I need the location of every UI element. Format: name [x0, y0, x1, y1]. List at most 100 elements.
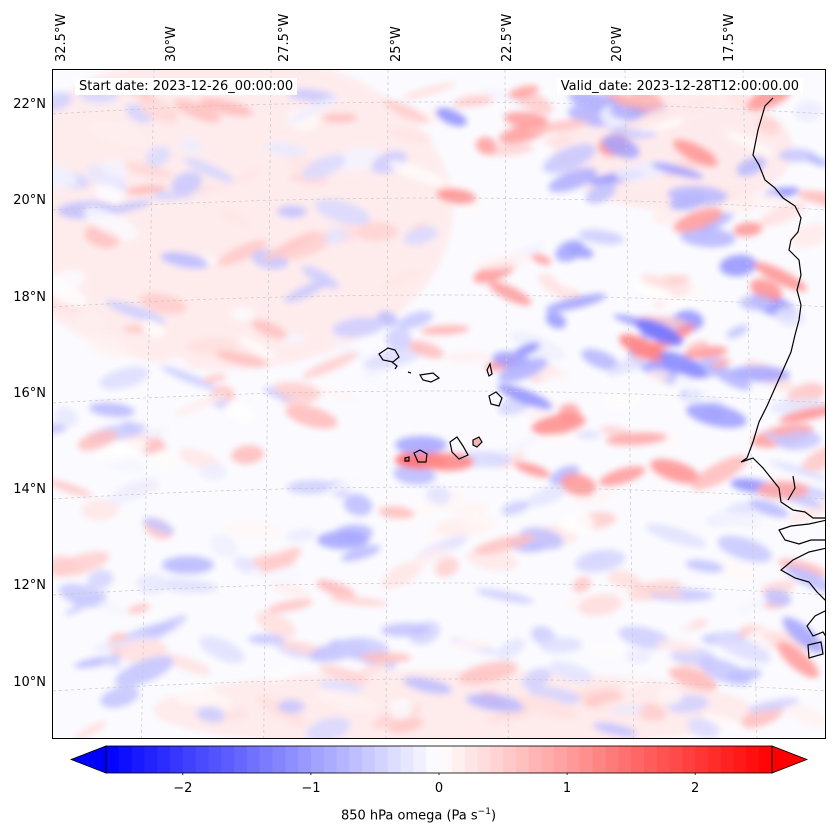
field-blob: [514, 461, 551, 478]
colorbar-cell: [272, 746, 286, 773]
meridian-line: [263, 70, 272, 738]
colorbar-tickmarks: [182, 773, 696, 775]
field-blob: [687, 717, 720, 738]
field-blob: [673, 207, 723, 233]
field-blob: [388, 717, 424, 734]
colorbar-cell: [234, 746, 248, 773]
field-blob: [464, 514, 498, 535]
cape-verde-island: [407, 371, 412, 374]
colorbar-cell: [400, 746, 414, 773]
field-blob: [602, 135, 640, 159]
field-blob: [343, 493, 373, 516]
field-blob: [251, 319, 288, 340]
field-blob: [363, 346, 423, 370]
lon-label-20w: 20°W: [610, 26, 625, 62]
field-blob: [302, 154, 346, 180]
field-blob: [784, 565, 825, 593]
field-blob: [161, 653, 212, 675]
colorbar-cell: [246, 746, 261, 773]
field-blob: [420, 325, 470, 335]
field-blob: [806, 155, 825, 167]
field-blob: [53, 165, 78, 188]
colorbar-cell: [695, 746, 709, 773]
field-blob: [316, 579, 356, 599]
field-blob: [686, 340, 709, 352]
field-blob: [756, 116, 781, 135]
field-blob: [285, 95, 340, 125]
colorbar-cell: [426, 746, 440, 773]
omega-contour-field: [53, 70, 825, 738]
field-blob: [517, 694, 579, 720]
field-blob: [475, 588, 534, 604]
colorbar-label: 850 hPa omega (Pa s−1): [340, 807, 497, 824]
colorbar-cell: [323, 746, 338, 773]
field-blob: [385, 327, 412, 350]
field-blob: [53, 91, 73, 111]
colorbar-cell: [579, 746, 594, 773]
field-blob: [685, 559, 724, 573]
field-blob: [142, 357, 188, 387]
field-blob: [474, 253, 534, 270]
colorbar-cell: [631, 746, 645, 773]
field-blob: [779, 405, 825, 423]
field-blob: [285, 404, 338, 429]
field-blob: [217, 207, 252, 229]
lat-label-18n: 18°N: [13, 290, 46, 305]
colorbar-cell: [567, 746, 581, 773]
field-blob: [74, 721, 107, 738]
field-blob: [781, 682, 819, 701]
field-blob: [449, 638, 493, 651]
field-blob: [256, 611, 296, 638]
colorbar-tick-label: −1: [301, 781, 321, 796]
lat-label-20n: 20°N: [13, 193, 46, 208]
field-blob: [519, 527, 564, 550]
field-blob: [53, 479, 92, 497]
field-blob: [496, 638, 525, 660]
field-blob: [531, 253, 552, 265]
field-blob: [655, 639, 698, 653]
field-blob: [593, 722, 638, 737]
field-blob: [539, 637, 583, 654]
field-blob: [97, 602, 128, 616]
field-blob: [711, 357, 731, 369]
field-blob: [81, 499, 120, 521]
field-blob: [791, 223, 825, 248]
colorbar-cell: [131, 746, 146, 773]
field-blob: [64, 591, 108, 616]
cape-verde-island: [488, 391, 503, 407]
parallel-line: [53, 582, 825, 596]
field-blob: [74, 311, 106, 335]
field-blob: [273, 381, 322, 401]
field-blob: [726, 668, 762, 682]
colorbar-tick-label: 1: [562, 781, 572, 796]
colorbar-cell: [759, 746, 773, 773]
field-blob: [105, 300, 167, 324]
colorbar-cell: [515, 746, 530, 773]
field-blob: [581, 348, 620, 371]
field-blob: [160, 251, 209, 269]
field-blob: [251, 553, 297, 570]
lon-label-25w: 25°W: [389, 26, 404, 62]
colorbar-cell: [259, 746, 274, 773]
colorbar-tick-label: −2: [173, 781, 193, 796]
field-blob: [658, 687, 683, 705]
colorbar-cell: [618, 746, 632, 773]
field-blob: [99, 366, 150, 390]
field-blob: [575, 429, 601, 440]
field-blob: [545, 293, 607, 312]
field-blob: [221, 519, 281, 541]
field-blob: [718, 560, 761, 585]
field-blob: [553, 270, 580, 290]
colorbar-cell: [746, 746, 760, 773]
field-blob: [407, 340, 444, 359]
field-blob: [162, 556, 214, 574]
field-blob: [238, 336, 277, 360]
parallel-line: [53, 101, 825, 115]
field-blob: [794, 100, 822, 122]
colorbar-cell: [106, 746, 120, 773]
field-blob: [592, 699, 623, 716]
colorbar-cell: [221, 746, 235, 773]
field-blob: [174, 99, 221, 123]
field-blob: [231, 445, 264, 465]
field-blob: [609, 105, 647, 121]
